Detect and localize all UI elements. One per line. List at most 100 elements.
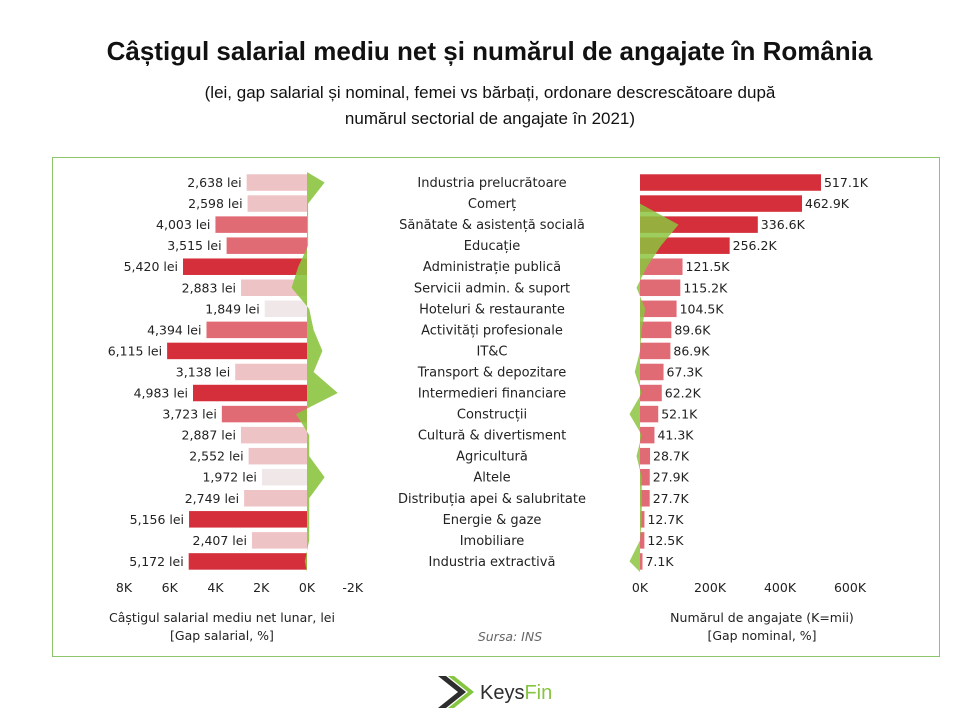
- category-label: Industria extractivă: [429, 555, 556, 570]
- category-label: Imobiliare: [460, 534, 525, 549]
- employees-bar: [640, 405, 659, 423]
- category-label: Hoteluri & restaurante: [419, 302, 565, 317]
- category-labels: Industria prelucrătoare Comerț Sănătate & …: [398, 176, 586, 570]
- category-label: Sănătate & asistență socială: [399, 218, 585, 233]
- salary-tick-label: 4K: [207, 580, 224, 595]
- salary-bar: [167, 342, 307, 360]
- salary-value-label: 2,552 lei: [189, 449, 243, 464]
- salary-bar: [189, 511, 307, 528]
- logo-chevron-green-icon: [448, 676, 474, 708]
- employees-bar: [640, 363, 664, 381]
- employees-axis-title: Numărul de angajate (K=mii): [670, 610, 854, 625]
- salary-bar: [206, 321, 307, 339]
- salary-bar: [221, 405, 307, 423]
- employees-value-label: 89.6K: [674, 322, 711, 337]
- employees-value-label: 27.7K: [653, 491, 690, 506]
- employees-value-label: 336.6K: [761, 217, 806, 232]
- employees-bar: [640, 342, 671, 360]
- salary-value-label: 5,156 lei: [130, 512, 184, 527]
- employees-value-label: 462.9K: [805, 196, 850, 211]
- salary-value-label: 2,598 lei: [188, 196, 242, 211]
- salary-value-label: 3,723 lei: [162, 407, 216, 422]
- category-label: Construcții: [457, 408, 527, 423]
- salary-value-label: 2,749 lei: [185, 491, 239, 506]
- salary-bar: [264, 300, 307, 318]
- category-label: IT&C: [477, 344, 508, 359]
- salary-tick-label: 6K: [162, 580, 179, 595]
- employees-value-label: 104.5K: [680, 301, 725, 316]
- employees-value-label: 62.2K: [665, 386, 702, 401]
- category-label: Servicii admin. & suport: [414, 281, 570, 296]
- logo-text-fin: Fin: [524, 682, 552, 704]
- employees-value-label: 52.1K: [661, 407, 698, 422]
- salary-value-label: 2,883 lei: [182, 280, 236, 295]
- employees-gap-area: [629, 172, 679, 572]
- salary-bar: [215, 216, 307, 233]
- salary-axis-title: Câștigul salarial mediu net lunar, lei: [109, 610, 335, 625]
- source-note: Sursa: INS: [478, 629, 542, 644]
- salary-axis-subtitle: [Gap salarial, %]: [170, 628, 274, 643]
- salary-bar: [183, 258, 307, 275]
- salary-bar: [235, 363, 307, 381]
- salary-bar: [248, 447, 307, 465]
- salary-value-label: 3,515 lei: [167, 238, 221, 253]
- employees-value-label: 67.3K: [667, 364, 704, 379]
- salary-value-label: 4,003 lei: [156, 217, 210, 232]
- employees-value-label: 27.9K: [653, 470, 690, 485]
- employees-bar: [640, 447, 651, 465]
- salary-bar: [251, 532, 307, 549]
- logo-text-keys: Keys: [480, 682, 524, 704]
- category-label: Energie & gaze: [443, 513, 542, 528]
- category-label: Intermedieri financiare: [418, 387, 566, 402]
- employees-bar: [640, 258, 683, 275]
- category-label: Transport & depozitare: [417, 365, 566, 380]
- salary-bar: [246, 174, 307, 191]
- employees-bar: [640, 532, 645, 549]
- employees-bar: [640, 490, 650, 507]
- category-label: Activități profesionale: [421, 323, 563, 338]
- employees-bar: [640, 553, 643, 570]
- salary-bar: [241, 279, 307, 297]
- salary-bar: [244, 490, 307, 507]
- salary-value-label: 6,115 lei: [108, 343, 162, 358]
- employees-bar: [640, 426, 655, 444]
- employees-bar: [640, 384, 662, 402]
- salary-value-label: 1,972 lei: [202, 470, 256, 485]
- employees-bar: [640, 195, 803, 212]
- employees-bar: [640, 468, 650, 486]
- salary-bar: [261, 468, 307, 486]
- salary-chart: 2,638 lei 2,598 lei 4,003 lei 3,515 lei 5,42…: [108, 172, 364, 643]
- employees-bar: [640, 321, 672, 339]
- salary-tick-label: 8K: [116, 580, 133, 595]
- salary-gap-area: [291, 172, 338, 572]
- category-label: Altele: [473, 471, 510, 486]
- page-subtitle: (lei, gap salarial și nominal, femei vs …: [140, 80, 840, 132]
- salary-tick-label: -2K: [342, 580, 363, 595]
- salary-value-label: 5,420 lei: [124, 259, 178, 274]
- subtitle-line-1: (lei, gap salarial și nominal, femei vs …: [204, 83, 776, 102]
- employees-tick-label: 200K: [694, 580, 727, 595]
- employees-axis-subtitle: [Gap nominal, %]: [707, 628, 816, 643]
- salary-tick-label: 2K: [253, 580, 270, 595]
- salary-value-label: 3,138 lei: [176, 364, 230, 379]
- salary-value-label: 2,887 lei: [182, 428, 236, 443]
- svg-text:KeysFin: KeysFin: [480, 682, 552, 704]
- category-label: Distribuția apei & salubritate: [398, 492, 586, 507]
- category-label: Cultură & divertisment: [418, 429, 566, 444]
- employees-value-label: 256.2K: [733, 238, 778, 253]
- employees-value-label: 28.7K: [653, 449, 690, 464]
- employees-value-label: 517.1K: [824, 175, 869, 190]
- salary-value-label: 5,172 lei: [129, 554, 183, 569]
- employees-bar: [640, 279, 681, 297]
- employees-bar: [640, 300, 677, 318]
- salary-bar: [226, 237, 307, 254]
- employees-tick-label: 0K: [632, 580, 649, 595]
- category-label: Industria prelucrătoare: [417, 176, 566, 191]
- employees-value-label: 12.7K: [647, 512, 684, 527]
- keysfin-logo: KeysFin: [438, 676, 552, 708]
- page-title: Câștigul salarial mediu net și numărul d…: [106, 36, 873, 66]
- salary-value-label: 4,983 lei: [134, 386, 188, 401]
- salary-bar: [240, 426, 307, 444]
